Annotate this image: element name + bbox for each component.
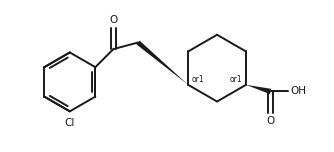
Text: O: O <box>109 15 118 25</box>
Text: or1: or1 <box>229 75 242 84</box>
Text: OH: OH <box>290 86 306 96</box>
Text: Cl: Cl <box>64 118 75 128</box>
Text: O: O <box>267 116 275 126</box>
Polygon shape <box>136 41 188 85</box>
Text: or1: or1 <box>192 75 205 84</box>
Polygon shape <box>246 85 271 94</box>
